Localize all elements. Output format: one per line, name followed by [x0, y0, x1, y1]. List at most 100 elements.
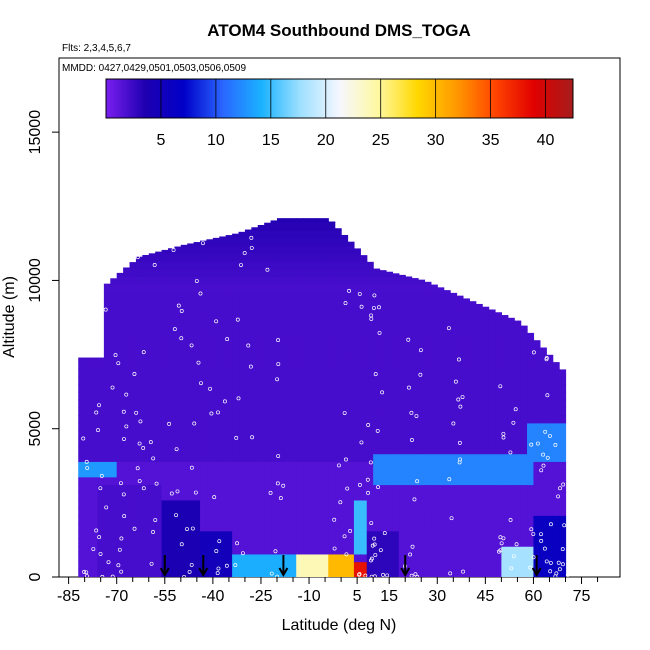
heatmap-cell — [296, 499, 304, 509]
heatmap-cell — [200, 361, 208, 370]
heatmap-cell — [341, 507, 349, 516]
heatmap-cell — [193, 353, 201, 362]
heatmap-cell — [360, 353, 368, 362]
heatmap-cell — [161, 268, 169, 277]
heatmap-cell — [257, 330, 265, 339]
heatmap-cell — [200, 523, 208, 532]
heatmap-cell — [232, 438, 240, 447]
heatmap-cell — [103, 445, 111, 455]
heatmap-cell — [443, 330, 451, 339]
heatmap-cell — [167, 507, 176, 516]
heatmap-cell — [238, 484, 246, 493]
heatmap-cell — [148, 330, 156, 339]
heatmap-cell — [155, 461, 163, 470]
heatmap-cell — [270, 407, 278, 416]
heatmap-cell — [398, 322, 406, 331]
heatmap-cell — [315, 322, 323, 331]
heatmap-cell — [501, 453, 509, 462]
heatmap-cell — [494, 399, 502, 408]
heatmap-cell — [302, 376, 310, 385]
heatmap-cell — [315, 237, 323, 247]
heatmap-cell — [193, 453, 201, 462]
heatmap-cell — [514, 523, 522, 532]
heatmap-cell — [200, 445, 208, 455]
heatmap-cell — [123, 407, 131, 416]
heatmap-cell — [347, 384, 355, 393]
heatmap-cell — [334, 361, 342, 370]
sample-point — [117, 547, 122, 552]
heatmap-cell — [507, 337, 515, 347]
heatmap-cell — [418, 384, 426, 393]
heatmap-cell — [514, 476, 522, 486]
heatmap-cell — [187, 361, 195, 370]
heatmap-cell — [341, 307, 349, 316]
heatmap-cell — [379, 453, 387, 462]
heatmap-cell — [456, 415, 464, 424]
heatmap-cell — [264, 237, 272, 247]
heatmap-cell — [161, 391, 169, 401]
heatmap-cell — [135, 337, 143, 347]
heatmap-cell — [507, 330, 515, 339]
heatmap-cell — [353, 523, 361, 532]
heatmap-cell — [251, 415, 259, 424]
heatmap-cell — [123, 445, 131, 455]
heatmap-cell — [360, 561, 368, 570]
heatmap-cell — [225, 492, 233, 501]
heatmap-cell — [193, 376, 201, 385]
heatmap-cell — [264, 469, 272, 478]
heatmap-cell — [366, 384, 374, 393]
heatmap-cell — [187, 476, 195, 486]
heatmap-cell — [443, 453, 451, 462]
heatmap-cell — [430, 461, 438, 470]
heatmap-cell — [78, 546, 86, 555]
heatmap-cell — [123, 476, 131, 486]
heatmap-cell — [514, 368, 522, 378]
heatmap-cell — [187, 376, 195, 385]
heatmap-cell — [469, 461, 477, 470]
heatmap-cell — [110, 337, 118, 347]
sample-point — [347, 288, 351, 293]
heatmap-cell — [462, 391, 470, 401]
heatmap-cell — [520, 538, 528, 547]
heatmap-cell — [309, 499, 317, 509]
heatmap-cell — [276, 253, 284, 262]
heatmap-cell — [283, 461, 291, 470]
heatmap-cell — [193, 260, 201, 270]
heatmap-cell — [462, 415, 470, 424]
heatmap-cell — [270, 307, 278, 316]
heatmap-cell — [219, 569, 227, 577]
heatmap-cell — [456, 399, 464, 408]
heatmap-cell — [161, 453, 169, 462]
heatmap-cell — [110, 407, 118, 416]
heatmap-cell — [353, 283, 361, 293]
heatmap-cell — [379, 538, 387, 547]
heatmap-cell — [129, 399, 137, 408]
heatmap-cell — [129, 283, 137, 293]
heatmap-cell — [360, 268, 368, 277]
heatmap-cell — [270, 237, 278, 247]
heatmap-cell — [155, 561, 163, 570]
heatmap-cell — [494, 484, 502, 493]
heatmap-cell — [334, 237, 342, 247]
heatmap-cell — [110, 291, 118, 301]
heatmap-cell — [257, 376, 265, 385]
heatmap-cell — [437, 453, 445, 462]
heatmap-cell — [321, 399, 329, 408]
heatmap-cell — [309, 253, 317, 262]
heatmap-cell — [257, 453, 265, 462]
heatmap-cell — [379, 476, 387, 486]
heatmap-cell — [353, 407, 361, 416]
heatmap-cell — [200, 484, 208, 493]
heatmap-cell — [514, 399, 522, 408]
heatmap-cell — [315, 391, 323, 401]
heatmap-cell — [270, 399, 278, 408]
heatmap-cell — [251, 299, 259, 308]
heatmap-cell — [257, 283, 265, 293]
heatmap-cell — [501, 538, 509, 547]
heatmap-cell — [475, 361, 483, 370]
heatmap-cell — [494, 515, 502, 524]
heatmap-cell — [219, 314, 227, 324]
heatmap-cell — [219, 469, 227, 478]
sample-point — [278, 496, 283, 501]
heatmap-cell — [135, 260, 143, 270]
